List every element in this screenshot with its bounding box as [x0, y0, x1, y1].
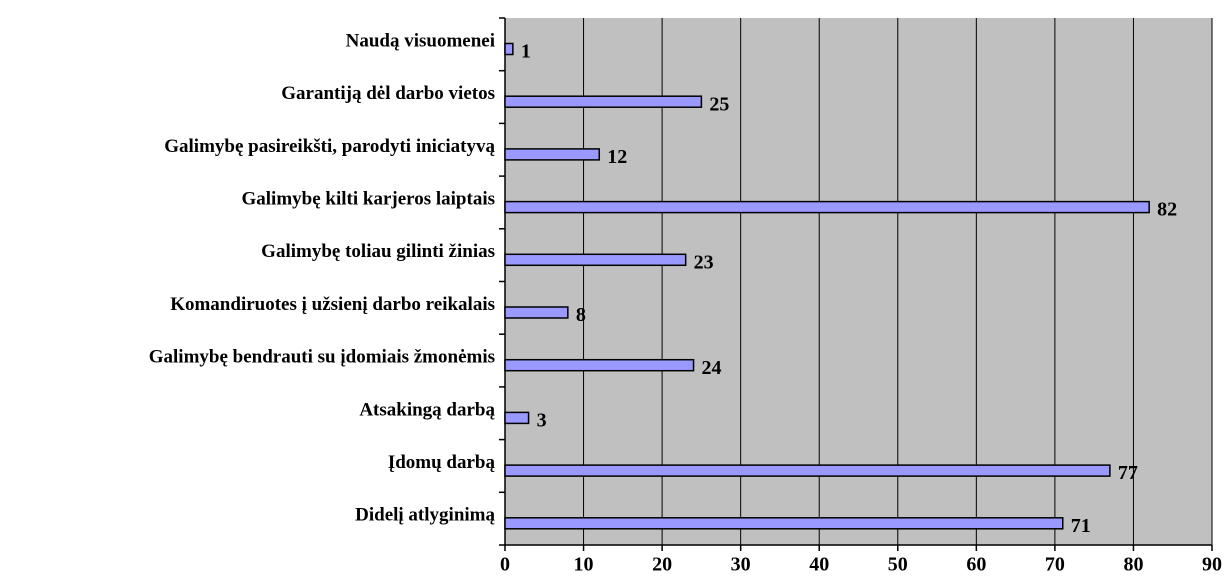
x-tick-label: 70	[1045, 554, 1065, 576]
x-tick-label: 20	[652, 554, 672, 576]
bar	[504, 306, 569, 319]
x-tick-label: 50	[888, 554, 908, 576]
category-label: Galimybę toliau gilinti žinias	[261, 241, 495, 262]
x-tick-label: 10	[574, 554, 594, 576]
value-label: 3	[537, 409, 547, 431]
category-label: Galimybę kilti karjeros laiptais	[241, 188, 495, 209]
category-label: Galimybę bendrauti su įdomiais žmonėmis	[149, 347, 495, 368]
value-label: 12	[607, 146, 627, 168]
bar	[504, 411, 530, 425]
category-label: Įdomų darbą	[388, 452, 496, 473]
x-tick-label: 30	[731, 554, 751, 576]
bar	[504, 42, 514, 56]
value-label: 25	[709, 93, 729, 115]
category-label: Galimybę pasireikšti, parodyti iniciatyv…	[164, 136, 495, 157]
bar	[504, 517, 1064, 530]
value-label: 82	[1157, 199, 1177, 221]
category-label: Naudą visuomenei	[346, 30, 495, 51]
value-label: 71	[1071, 515, 1091, 537]
category-label: Komandiruotes į užsienį darbo reikalais	[170, 294, 495, 315]
x-tick-label: 60	[966, 554, 986, 576]
bar	[504, 200, 1150, 214]
x-tick-label: 80	[1123, 554, 1143, 576]
category-label: Garantiją dėl darbo vietos	[281, 83, 495, 104]
bar	[504, 253, 687, 267]
value-label: 24	[702, 357, 722, 379]
category-label: Didelį atlyginimą	[355, 505, 495, 526]
bar	[504, 464, 1111, 477]
bar	[504, 358, 695, 372]
value-label: 77	[1118, 462, 1138, 484]
value-label: 1	[521, 41, 531, 63]
x-tick-label: 90	[1202, 554, 1222, 576]
category-label: Atsakingą darbą	[359, 399, 495, 420]
x-tick-label: 0	[500, 554, 510, 576]
bar	[504, 95, 703, 108]
bar	[504, 148, 601, 161]
value-label: 8	[576, 304, 586, 326]
value-label: 23	[694, 251, 714, 273]
x-tick-label: 40	[809, 554, 829, 576]
